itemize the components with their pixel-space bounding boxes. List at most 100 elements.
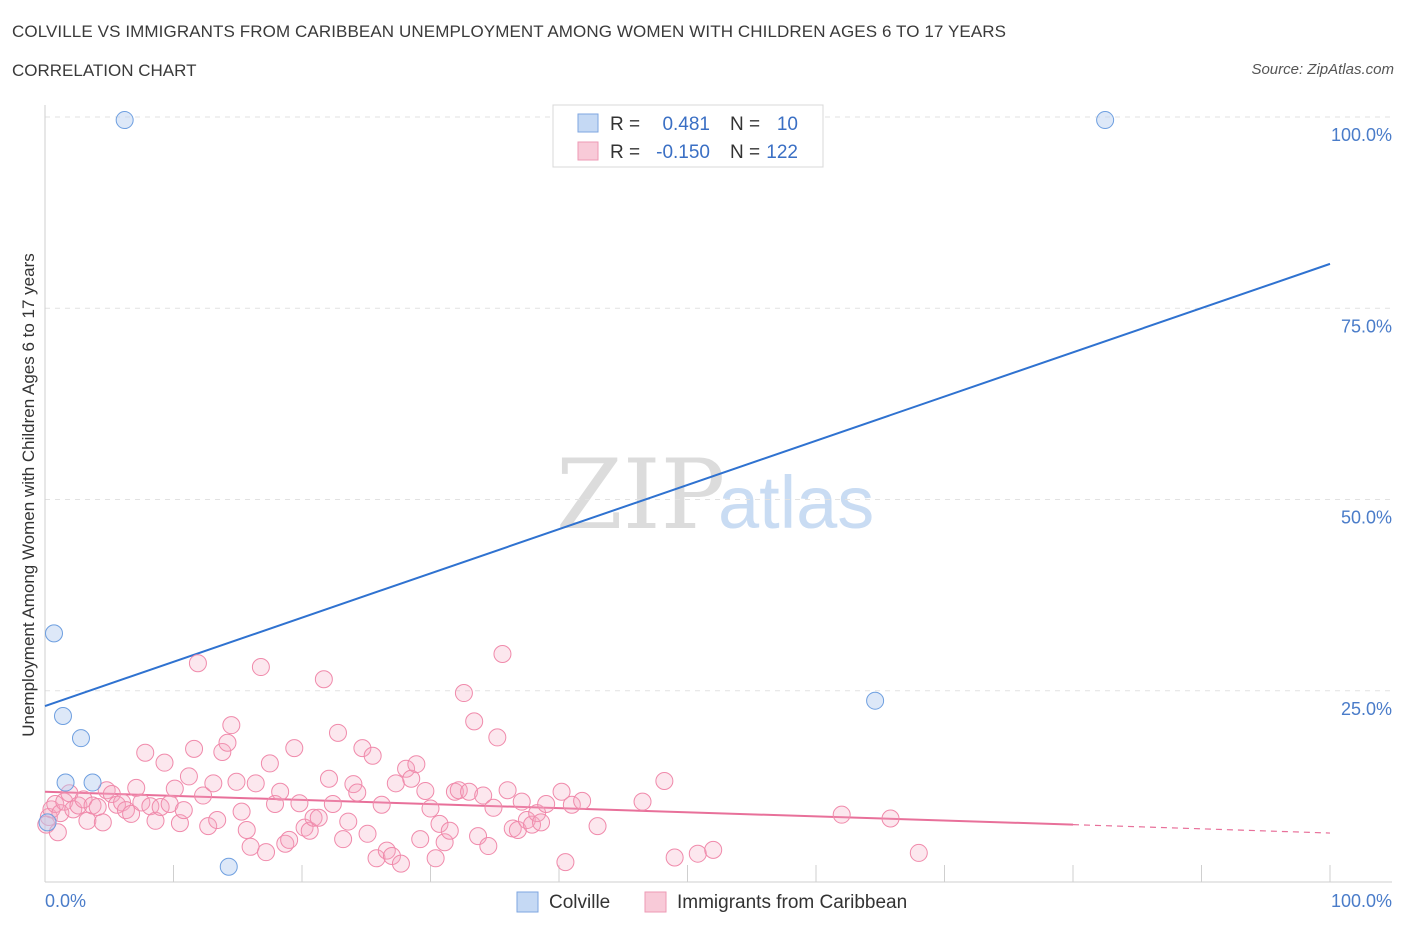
x-tick-label-max: 100.0% [1331,891,1392,911]
caribbean-point [246,774,265,793]
caribbean-point [165,779,184,798]
caribbean-point [430,814,449,833]
bottom-legend-caribbean: Immigrants from Caribbean [677,892,907,913]
caribbean-point [257,843,276,862]
caribbean-point [213,742,232,761]
colville-point [56,773,75,792]
caribbean-point [655,772,674,791]
caribbean-point [55,792,74,811]
caribbean-point [339,812,358,831]
caribbean-point [260,754,279,773]
caribbean-point [194,786,213,805]
caribbean-point [508,820,527,839]
caribbean-point [479,837,498,856]
caribbean-point [222,716,241,735]
caribbean-point [397,759,416,778]
caribbean-point [832,805,851,824]
caribbean-point [407,755,426,774]
caribbean-point [93,813,112,832]
caribbean-point [498,781,517,800]
legend-r-label-1: R = [610,114,640,135]
colville-point [44,624,63,643]
caribbean-point [127,778,146,797]
colville-point [71,729,90,748]
colville-point [38,813,57,832]
caribbean-point [88,798,107,817]
axes [44,105,1392,883]
caribbean-point [909,843,928,862]
caribbean-point [199,817,218,836]
caribbean-point [353,739,372,758]
caribbean-point [465,712,484,731]
caribbean-point [309,808,328,827]
x-tick-label-min: 0.0% [45,891,86,911]
caribbean-point [122,804,141,823]
legend-n-value-2: 122 [766,142,798,163]
legend-swatch-colville [577,113,599,133]
caribbean-point [382,846,401,865]
caribbean-point [588,817,607,836]
caribbean-point [251,658,270,677]
bottom-legend-swatch-colville [516,891,539,913]
caribbean-point [69,796,88,815]
caribbean-point [348,783,367,802]
watermark: ZIP atlas [556,439,874,551]
caribbean-point [358,824,377,843]
caribbean-point [179,767,198,786]
caribbean-point [537,794,556,813]
caribbean-point [323,794,342,813]
caribbean-point [328,723,347,742]
legend-r-label-2: R = [610,142,640,163]
colville-point [1096,111,1115,130]
watermark-zip: ZIP [556,439,725,551]
legend-swatch-caribbean [577,141,599,161]
caribbean-point [218,733,237,752]
caribbean-trend-line [44,790,1074,826]
legend-r-value-1: 0.481 [662,114,710,135]
caribbean-point [280,830,299,849]
trend-lines [44,262,1331,834]
caribbean-point [426,849,445,868]
gridlines [45,116,1392,692]
caribbean-point [665,848,684,867]
caribbean-point [562,795,581,814]
caribbean-point [372,795,391,814]
caribbean-point [512,792,531,811]
caribbean-point [474,786,493,805]
chart-title: COLVILLE VS IMMIGRANTS FROM CARIBBEAN UN… [12,22,1007,41]
caribbean-point [237,820,256,839]
caribbean-point [391,854,410,873]
caribbean-point [314,670,333,689]
caribbean-point [304,808,323,827]
y-tick-label: 50.0% [1341,508,1392,528]
colville-trend-line [44,262,1331,707]
caribbean-point [146,811,165,830]
caribbean-point [552,782,571,801]
caribbean-point [484,798,503,817]
caribbean-point [74,790,93,809]
caribbean-point [573,791,592,810]
caribbean-point [460,782,479,801]
caribbean-point [402,769,421,788]
caribbean-point [174,801,193,820]
y-tick-label: 100.0% [1331,125,1392,145]
caribbean-point [188,654,207,673]
caribbean-point [411,830,430,849]
caribbean-point [454,684,473,703]
caribbean-point [132,793,151,812]
caribbean-point [386,774,405,793]
caribbean-point [532,813,551,832]
caribbean-point [241,837,260,856]
caribbean-trend-extension [1072,824,1331,834]
caribbean-point [344,775,363,794]
source-label: Source: ZipAtlas.com [1251,61,1394,78]
caribbean-point [208,811,227,830]
caribbean-point [334,830,353,849]
chart-subtitle: CORRELATION CHART [12,61,197,80]
bottom-legend-colville: Colville [549,892,610,913]
caribbean-point [528,804,547,823]
y-tick-label: 25.0% [1341,699,1392,719]
caribbean-point [688,844,707,863]
colville-point [115,111,134,130]
